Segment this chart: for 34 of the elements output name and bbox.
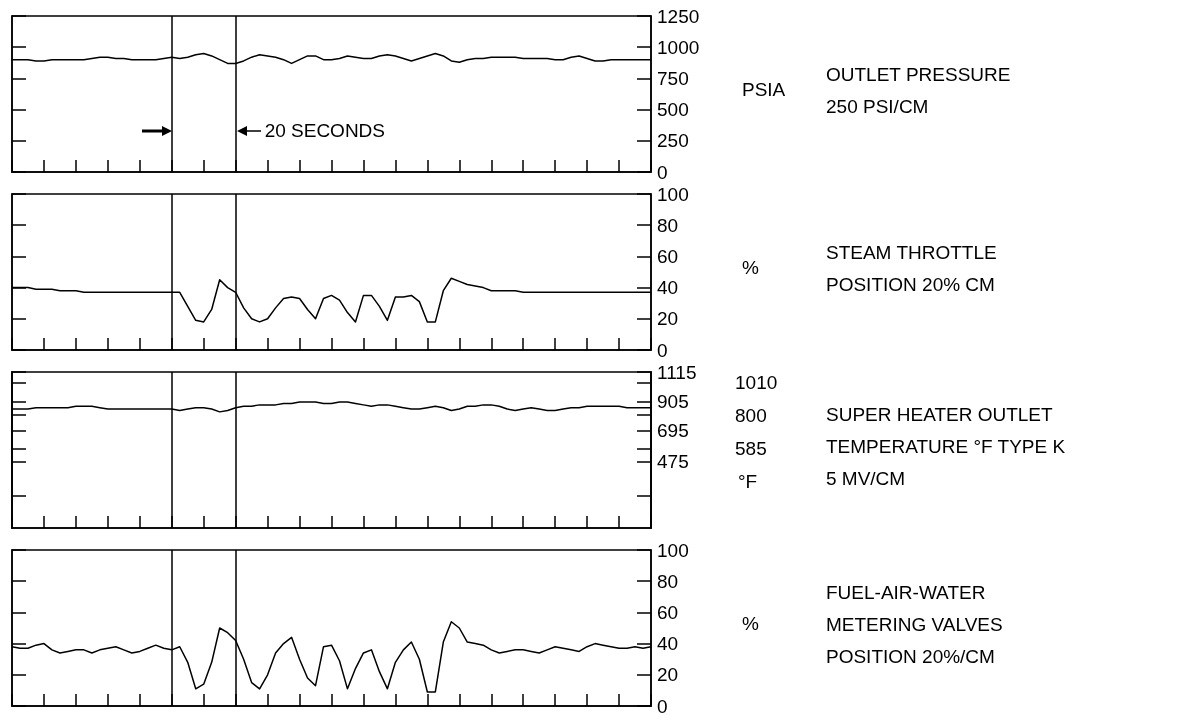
y-tick-label: 20 xyxy=(657,664,679,686)
y-tick-label: 80 xyxy=(657,570,679,592)
y-tick-label: 40 xyxy=(657,633,679,655)
y-tick-label: 475 xyxy=(657,451,689,473)
y-tick-label: 60 xyxy=(657,601,679,623)
y-tick-label: 500 xyxy=(657,99,689,121)
y-axis-title: PSIA xyxy=(742,79,786,100)
y-tick-label: 80 xyxy=(657,214,679,236)
y-tick-label: 0 xyxy=(657,161,668,183)
y-tick-label: 250 xyxy=(657,130,689,152)
text: STEAM THROTTLE POSITION 20% CM xyxy=(826,241,997,295)
y2-tick-label: 1010 xyxy=(735,372,778,394)
y-tick-label: 905 xyxy=(657,390,689,412)
y-tick-label: 750 xyxy=(657,67,689,89)
annotation: 20 SECONDS xyxy=(264,119,386,144)
y-axis-title: % xyxy=(742,257,759,278)
y-tick-label: 40 xyxy=(657,277,679,299)
y-tick-label: 0 xyxy=(657,339,668,361)
y2-tick-label: 800 xyxy=(735,404,767,426)
text: SUPER HEATER OUTLET TEMPERATURE °F TYPE K 5 MV/CM xyxy=(826,403,1066,489)
y2-axis-title: °F xyxy=(738,471,758,492)
y-tick-label: 1250 xyxy=(657,5,700,27)
text: OUTLET PRESSURE 250 PSI/CM xyxy=(826,63,1011,117)
y-axis-title: % xyxy=(742,613,759,634)
y-tick-label: 100 xyxy=(657,539,689,561)
y2-tick-label: 585 xyxy=(735,437,767,459)
y-tick-label: 20 xyxy=(657,308,679,330)
y-tick-label: 695 xyxy=(657,420,689,442)
y-tick-label: 100 xyxy=(657,183,689,205)
y-tick-label: 60 xyxy=(657,245,679,267)
text: FUEL-AIR-WATER METERING VALVES POSITION 20%/CM xyxy=(826,581,1003,667)
y-tick-label: 1115 xyxy=(657,361,697,383)
y-tick-label: 1000 xyxy=(657,36,700,58)
y-tick-label: 0 xyxy=(657,695,668,717)
